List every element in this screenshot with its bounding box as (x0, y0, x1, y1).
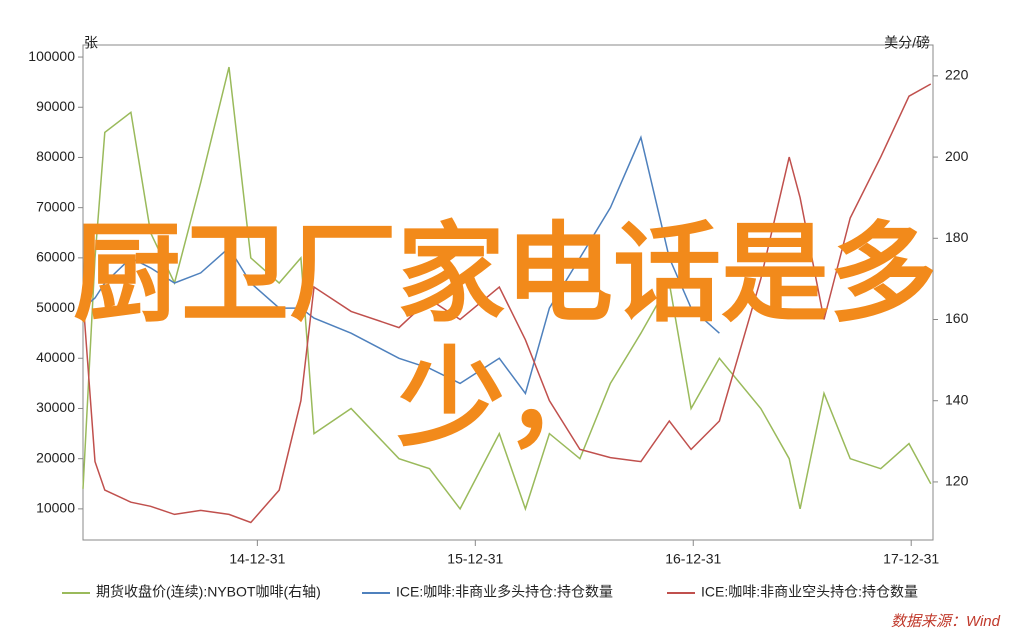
y-tick-label: 10000 (36, 500, 75, 516)
y2-tick-label: 120 (945, 473, 969, 489)
y2-axis-label: 美分/磅 (884, 35, 930, 51)
legend-label: ICE:咖啡:非商业多头持仓:持仓数量 (396, 584, 613, 600)
series-line (82, 135, 720, 396)
y-tick-label: 90000 (36, 98, 75, 114)
legend-label: ICE:咖啡:非商业空头持仓:持仓数量 (701, 584, 918, 600)
y2-tick-label: 160 (945, 310, 969, 326)
legend-label: 期货收盘价(连续):NYBOT咖啡(右轴) (96, 584, 321, 600)
y2-tick-label: 140 (945, 391, 969, 407)
y-axis-label: 张 (84, 35, 98, 51)
y2-tick-label: 180 (945, 229, 969, 245)
y-tick-label: 70000 (36, 198, 75, 214)
y-tick-label: 60000 (36, 249, 75, 265)
y2-tick-label: 200 (945, 148, 969, 164)
x-tick-label: 14-12-31 (229, 551, 285, 567)
y-tick-label: 20000 (36, 449, 75, 465)
x-tick-label: 17-12-31 (883, 551, 939, 567)
source: 数据来源：Wind (891, 613, 1001, 630)
y-tick-label: 100000 (28, 48, 75, 64)
y2-tick-label: 220 (945, 67, 969, 83)
y-tick-label: 80000 (36, 148, 75, 164)
overlay-text: 厨卫厂家电话是多少， (72, 212, 937, 462)
series-line (82, 83, 932, 524)
y-tick-label: 30000 (36, 399, 75, 415)
y-tick-label: 50000 (36, 299, 75, 315)
x-tick-label: 15-12-31 (447, 551, 503, 567)
series-line (82, 66, 932, 512)
plot-frame (82, 44, 934, 541)
y-tick-label: 40000 (36, 349, 75, 365)
x-tick-label: 16-12-31 (665, 551, 721, 567)
